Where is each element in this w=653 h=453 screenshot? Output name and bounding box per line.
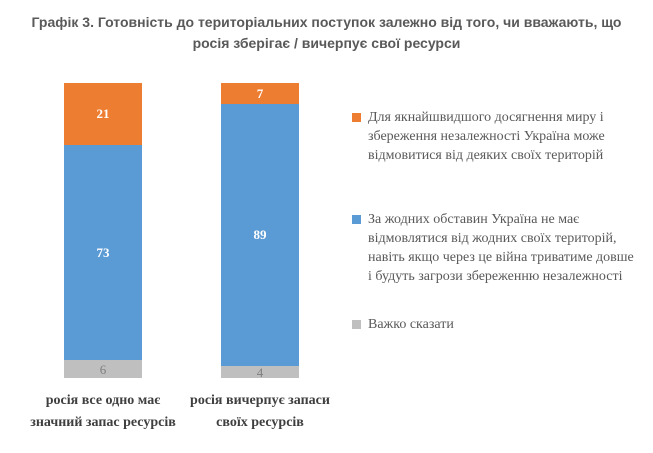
category-label-line: росія вичерпує запаси <box>190 393 330 408</box>
value-label: 4 <box>256 364 264 380</box>
chart-title: Графік 3. Готовність до територіальних п… <box>0 12 653 54</box>
chart-title-line-1: Графік 3. Готовність до територіальних п… <box>31 14 622 30</box>
value-label: 7 <box>256 85 264 101</box>
legend-swatch-blue <box>352 215 361 224</box>
category-label-line: значний запас ресурсів <box>30 415 176 430</box>
bar-russia-depleting-resources: 7 89 4 <box>221 83 299 380</box>
legend-label: Для якнайшвидшого досягнення миру і збер… <box>368 110 605 163</box>
legend-label: Важко сказати <box>368 317 454 332</box>
value-label: 73 <box>96 245 110 261</box>
bar-russia-has-resources: 21 73 6 <box>64 83 142 378</box>
segment-no-concessions: 73 <box>64 144 142 361</box>
legend-item-hard-to-say: Важко сказати <box>352 315 634 334</box>
legend-label: За жодних обставин Україна не має відмов… <box>368 212 634 284</box>
legend-item-no-concessions: За жодних обставин Україна не має відмов… <box>352 210 634 286</box>
segment-concede-territories: 7 <box>221 83 299 104</box>
value-label: 6 <box>99 361 107 377</box>
category-label-line: своїх ресурсів <box>216 415 304 430</box>
legend-swatch-gray <box>352 320 361 329</box>
segment-hard-to-say: 4 <box>221 364 299 380</box>
legend-swatch-orange <box>352 113 361 122</box>
value-label: 89 <box>253 227 267 243</box>
segment-no-concessions: 89 <box>221 103 299 367</box>
segment-concede-territories: 21 <box>64 83 142 145</box>
value-label: 21 <box>96 106 110 122</box>
category-label-line: росія все одно має <box>45 393 161 408</box>
chart-title-line-2: росія зберігає / вичерпує свої ресурси <box>192 35 461 51</box>
legend-item-concede-territories: Для якнайшвидшого досягнення миру і збер… <box>352 108 634 165</box>
segment-hard-to-say: 6 <box>64 360 142 378</box>
category-label-russia-depleting-resources: росія вичерпує запаси своїх ресурсів <box>170 390 350 434</box>
category-label-russia-has-resources: росія все одно має значний запас ресурсі… <box>13 390 193 434</box>
